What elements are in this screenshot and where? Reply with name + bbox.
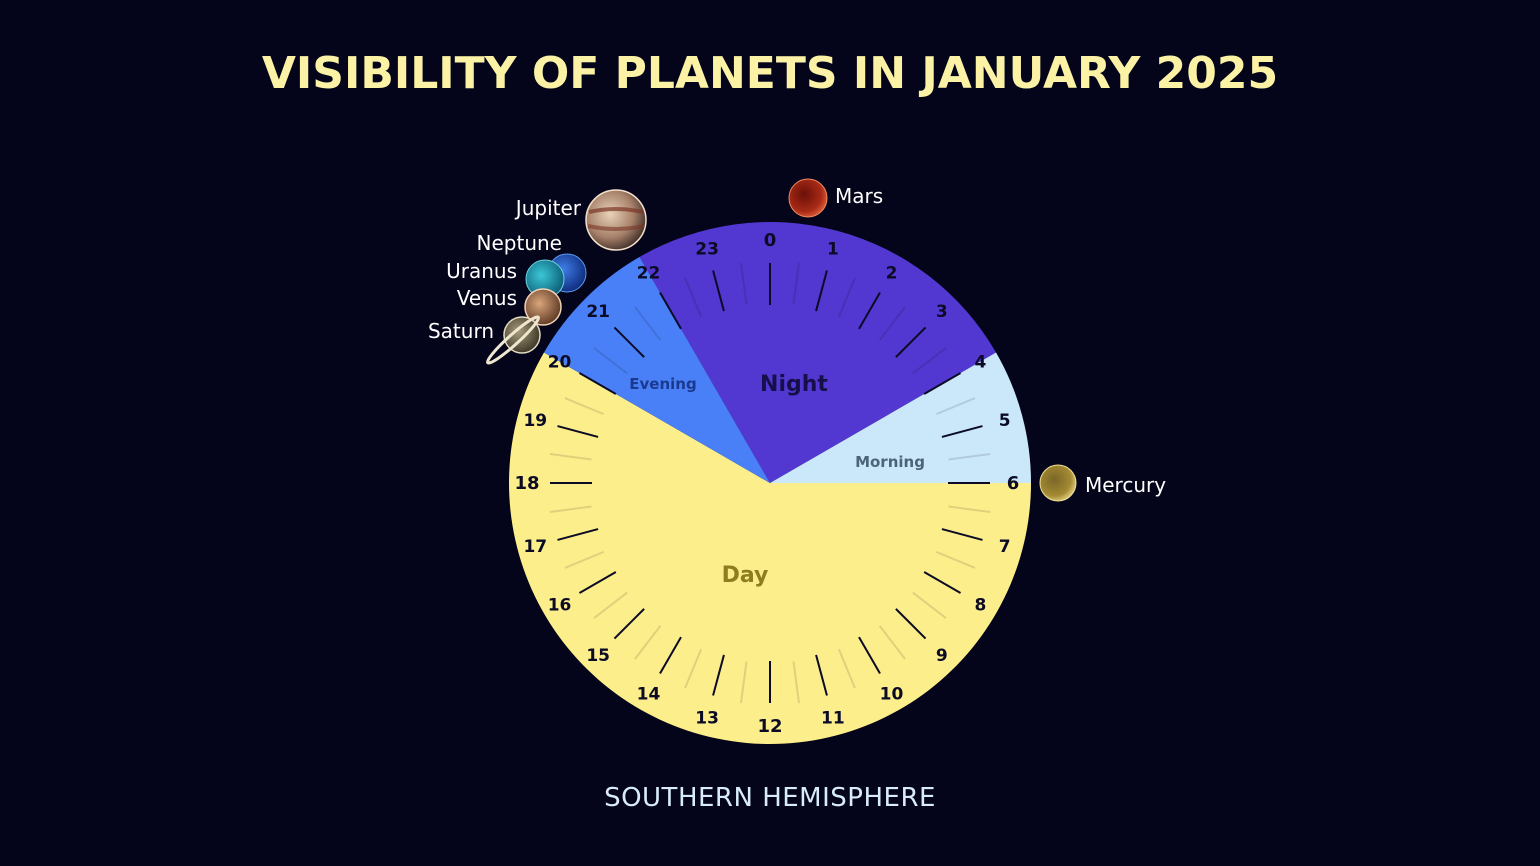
hour-label-21: 21	[586, 302, 610, 322]
planet-saturn: Saturn	[428, 315, 541, 365]
half-hour-tick	[948, 505, 991, 513]
half-hour-tick	[684, 648, 703, 689]
half-hour-tick	[792, 262, 800, 305]
hour-tick	[578, 571, 617, 594]
hour-label-20: 20	[548, 353, 572, 373]
hour-tick	[557, 425, 599, 438]
planet-label-mercury: Mercury	[1085, 473, 1166, 497]
planet-label-saturn: Saturn	[428, 319, 494, 343]
hour-label-8: 8	[975, 596, 987, 616]
planet-mercury: Mercury	[1039, 464, 1166, 502]
planet-label-jupiter: Jupiter	[514, 196, 582, 220]
half-hour-tick	[935, 550, 976, 569]
planet-jupiter: Jupiter	[514, 189, 647, 251]
hour-tick	[613, 608, 645, 640]
segment-night	[639, 222, 997, 483]
half-hour-tick	[684, 277, 703, 318]
hour-label-7: 7	[999, 537, 1011, 557]
segment-day	[508, 352, 1031, 744]
jupiter-icon	[585, 189, 647, 251]
planet-venus: Venus	[457, 286, 562, 326]
hour-label-13: 13	[695, 709, 719, 729]
hour-tick	[923, 571, 962, 594]
hour-label-5: 5	[999, 411, 1011, 431]
mars-icon	[788, 178, 828, 218]
hour-tick	[712, 270, 725, 312]
segment-label-evening: Evening	[629, 375, 696, 393]
hour-tick	[613, 326, 645, 358]
half-hour-tick	[935, 397, 976, 416]
hour-label-6: 6	[1007, 473, 1020, 494]
hour-tick	[895, 608, 927, 640]
half-hour-tick	[837, 648, 856, 689]
half-hour-tick	[878, 306, 906, 341]
planet-mars: Mars	[788, 178, 883, 218]
half-hour-tick	[634, 625, 662, 660]
hour-label-14: 14	[637, 684, 661, 704]
page-title: VISIBILITY OF PLANETS IN JANUARY 2025	[261, 48, 1279, 99]
hour-tick	[858, 291, 881, 330]
half-hour-tick	[878, 625, 906, 660]
hour-tick	[578, 372, 617, 395]
planet-uranus: Uranus	[446, 259, 565, 299]
hour-label-19: 19	[523, 411, 547, 431]
half-hour-tick	[792, 661, 800, 704]
hour-label-1: 1	[827, 239, 839, 259]
hour-tick	[712, 654, 725, 696]
half-hour-tick	[912, 347, 947, 375]
hour-label-23: 23	[695, 239, 719, 259]
segment-label-day: Day	[722, 563, 769, 588]
hour-label-9: 9	[936, 646, 948, 666]
hour-label-4: 4	[975, 353, 987, 373]
segment-label-morning: Morning	[855, 453, 925, 471]
half-hour-tick	[912, 591, 947, 619]
hour-label-18: 18	[514, 473, 539, 494]
hour-tick	[941, 528, 983, 541]
hour-label-10: 10	[880, 684, 904, 704]
hour-label-22: 22	[637, 264, 661, 284]
hour-tick	[557, 528, 599, 541]
hour-label-11: 11	[821, 709, 845, 729]
hour-tick	[941, 425, 983, 438]
planet-label-uranus: Uranus	[446, 259, 517, 283]
half-hour-tick	[740, 661, 748, 704]
hour-label-16: 16	[548, 596, 572, 616]
mercury-icon	[1039, 464, 1077, 502]
planet-label-neptune: Neptune	[477, 231, 562, 255]
hour-label-2: 2	[886, 264, 898, 284]
planet-label-mars: Mars	[835, 184, 883, 208]
hour-label-0: 0	[764, 230, 777, 251]
half-hour-tick	[740, 262, 748, 305]
half-hour-tick	[634, 306, 662, 341]
hour-tick	[659, 291, 682, 330]
half-hour-tick	[549, 453, 592, 461]
hemisphere-label: SOUTHERN HEMISPHERE	[604, 783, 936, 813]
hour-tick	[895, 326, 927, 358]
half-hour-tick	[564, 397, 605, 416]
hour-tick	[923, 372, 962, 395]
half-hour-tick	[593, 591, 628, 619]
saturn-icon	[503, 316, 541, 354]
half-hour-tick	[549, 505, 592, 513]
venus-icon	[524, 288, 562, 326]
segment-label-night: Night	[760, 372, 828, 397]
half-hour-tick	[593, 347, 628, 375]
segment-morning	[770, 352, 1031, 483]
hour-label-17: 17	[523, 537, 547, 557]
hour-tick	[815, 270, 828, 312]
planet-label-venus: Venus	[457, 286, 517, 310]
hour-tick	[815, 654, 828, 696]
hour-tick	[858, 636, 881, 675]
hour-tick	[659, 636, 682, 675]
hour-label-3: 3	[936, 302, 948, 322]
half-hour-tick	[564, 550, 605, 569]
segment-evening	[543, 256, 770, 483]
hour-label-12: 12	[757, 716, 782, 737]
half-hour-tick	[837, 277, 856, 318]
half-hour-tick	[948, 453, 991, 461]
hour-label-15: 15	[586, 646, 610, 666]
